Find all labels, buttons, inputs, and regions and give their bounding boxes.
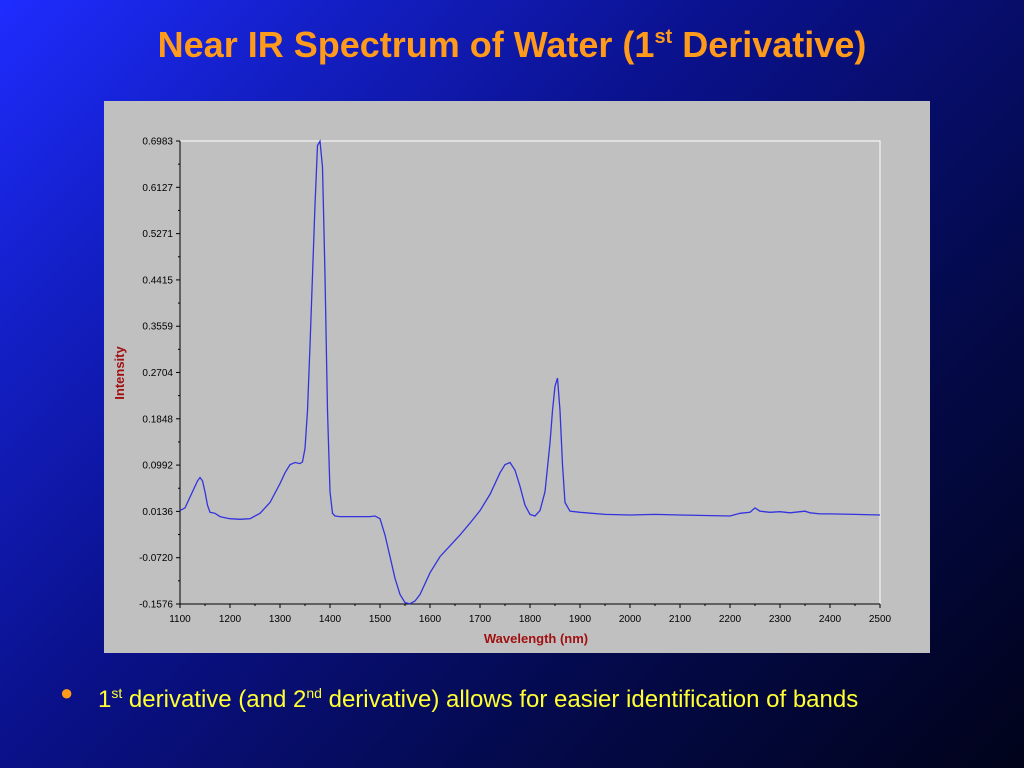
y-tick-label: 0.2704 [142,368,173,379]
spectrum-chart: 1100 1200 1300 1400 1500 1600 1700 1800 1900 2000… [112,137,892,647]
y-tick-label: -0.0720 [139,553,173,564]
x-tick-label: 2200 [719,614,742,625]
slide-title: Near IR Spectrum of Water (1st Derivativ… [157,24,867,65]
y-tick-label: 0.6127 [142,183,173,194]
y-tick-label: 0.3559 [142,322,173,333]
x-tick-label: 1600 [419,614,442,625]
x-tick-label: 2400 [819,614,842,625]
y-tick-label: 0.0136 [142,507,173,518]
x-axis-title: Wavelength (nm) [484,631,588,646]
y-tick-label: 0.6983 [142,137,173,148]
x-tick-label: 1900 [569,614,592,625]
plot-area [179,140,881,605]
axis-lines [179,141,880,605]
y-axis-title: Intensity [112,346,127,400]
y-tick-label: 0.5271 [142,229,173,240]
bullet-text: 1st derivative (and 2nd derivative) allo… [98,685,859,713]
chart-panel: 1100 1200 1300 1400 1500 1600 1700 1800 1900 2000… [104,101,930,653]
x-tick-label: 1300 [269,614,292,625]
y-tick-label: 0.0992 [142,461,173,472]
y-tick-label: 0.1848 [142,414,173,425]
y-tick-label: 0.4415 [142,275,173,286]
x-tick-label: 1200 [219,614,242,625]
x-tick-label: 1800 [519,614,542,625]
x-tick-label: 2500 [869,614,892,625]
x-tick-label: 2100 [669,614,692,625]
x-tick-label: 2300 [769,614,792,625]
spectrum-line [179,139,881,605]
x-tick-label: 1100 [169,614,191,625]
x-tick-label: 1500 [369,614,392,625]
x-tick-label: 2000 [619,614,642,625]
x-tick-label: 1700 [469,614,492,625]
bullet-dot-icon: ● [60,680,74,705]
y-tick-label: -0.1576 [139,600,173,611]
x-tick-label: 1400 [319,614,342,625]
